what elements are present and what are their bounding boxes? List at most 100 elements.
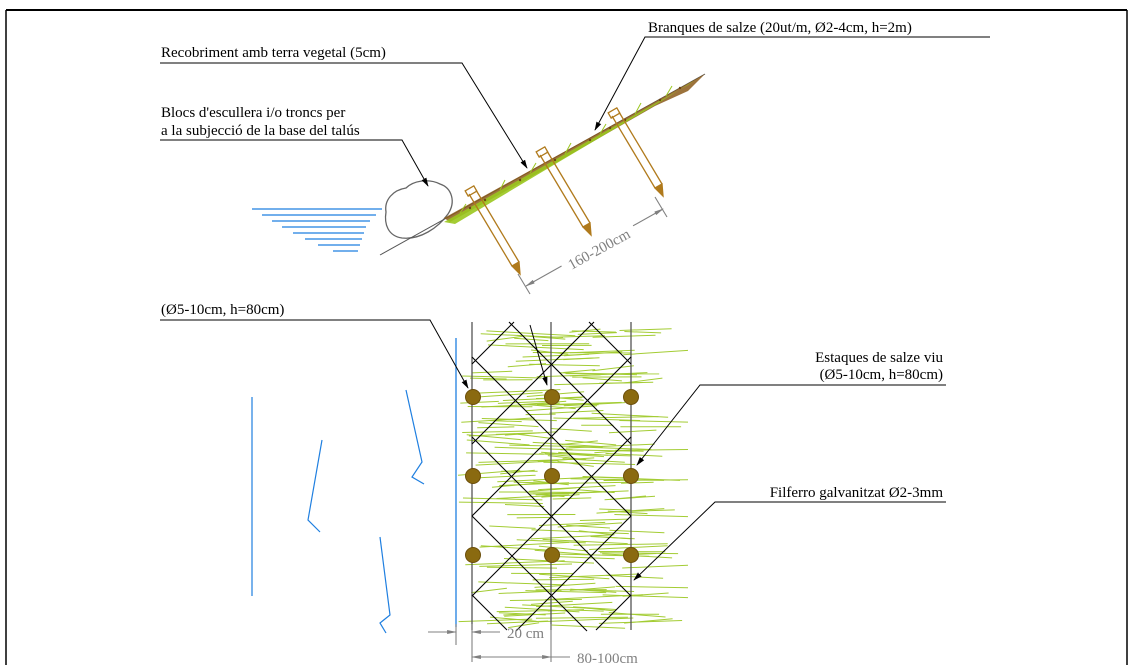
willow-branch-stroke bbox=[494, 446, 573, 451]
willow-branch-stroke bbox=[623, 377, 663, 384]
plan-stake bbox=[623, 547, 639, 563]
label-riprap-line2: a la subjecció de la base del talús bbox=[161, 123, 360, 139]
willow-branch-stroke bbox=[573, 606, 617, 610]
label-willow-branches: Branques de salze (20ut/m, Ø2-4cm, h=2m) bbox=[648, 20, 912, 36]
willow-branch-stroke bbox=[525, 405, 598, 412]
willow-branch-stroke bbox=[579, 518, 629, 521]
willow-branch-stroke bbox=[622, 564, 689, 569]
willow-branch-stroke bbox=[462, 375, 542, 379]
willow-branch-stroke bbox=[536, 374, 601, 378]
willow-branch-stroke bbox=[604, 495, 656, 501]
willow-branch-stroke bbox=[624, 331, 662, 334]
willow-branch-stroke bbox=[619, 420, 689, 423]
willow-branch-stroke bbox=[563, 402, 626, 407]
willow-branch-stroke bbox=[460, 400, 499, 404]
willow-branch-stroke bbox=[500, 469, 535, 475]
drawing-frame bbox=[5, 9, 1128, 665]
willow-branch-stroke bbox=[489, 616, 537, 622]
willow-branch-stroke bbox=[475, 460, 559, 466]
willow-branch-stroke bbox=[565, 439, 617, 446]
willow-branch-stroke bbox=[514, 337, 549, 342]
willow-branch-stroke bbox=[529, 363, 600, 367]
willow-branch-stroke bbox=[504, 612, 566, 617]
willow-branch-stroke bbox=[504, 504, 545, 507]
willow-branch-stroke bbox=[496, 610, 552, 613]
willow-branch-layer bbox=[444, 80, 695, 224]
willow-branch-stroke bbox=[619, 328, 672, 331]
willow-branch-stroke bbox=[560, 449, 644, 452]
topsoil-callout: Recobriment amb terra vegetal (5cm) bbox=[160, 45, 528, 169]
willow-branch-stroke bbox=[591, 412, 669, 418]
willow-branch-stroke bbox=[480, 545, 553, 551]
willow-branch-stroke bbox=[535, 616, 628, 619]
willow-branch-stroke bbox=[478, 422, 539, 428]
willow-branch-stroke bbox=[582, 377, 622, 382]
willow-branch-stroke bbox=[537, 457, 595, 462]
willow-branch-stroke bbox=[561, 440, 598, 445]
willow-branch-stroke bbox=[615, 585, 689, 589]
willow-branch-stroke bbox=[531, 529, 629, 535]
willow-branch-stroke bbox=[525, 590, 607, 594]
willow-branch-stroke bbox=[608, 429, 657, 434]
willow-branch-stroke bbox=[602, 594, 689, 599]
willow-branch-stroke bbox=[471, 370, 513, 374]
willow-branch-stroke bbox=[552, 497, 592, 500]
willow-branch-stroke bbox=[572, 416, 659, 419]
willow-branch-stroke bbox=[614, 514, 689, 518]
willow-branch-stroke bbox=[515, 357, 594, 362]
willow-branch-stroke bbox=[495, 432, 540, 435]
willow-branch-stroke bbox=[517, 433, 554, 440]
willow-branch-stroke bbox=[466, 439, 530, 446]
willow-branch-stroke bbox=[497, 400, 554, 404]
willow-branch-stroke bbox=[563, 369, 596, 373]
plan-stake bbox=[465, 468, 481, 484]
willow-branch-stroke bbox=[623, 349, 689, 356]
willow-branch-stroke bbox=[557, 461, 594, 467]
willow-branch-stroke bbox=[458, 501, 543, 504]
willow-branch-stroke bbox=[567, 609, 604, 612]
riprap-block bbox=[384, 180, 453, 239]
willow-branch-stroke bbox=[582, 607, 616, 612]
label-live-stakes-line1: Estaques de salze viu bbox=[815, 350, 943, 366]
willow-branch-stroke bbox=[599, 552, 679, 555]
section-stake bbox=[535, 146, 592, 237]
galvanized-wire-callout: Filferro galvanitzat Ø2-3mm bbox=[633, 485, 946, 581]
willow-branch-stroke bbox=[466, 434, 521, 441]
willow-branch-stroke bbox=[539, 453, 570, 457]
label-live-stakes-line2: (Ø5-10cm, h=80cm) bbox=[820, 367, 943, 383]
willow-branch-stroke bbox=[486, 330, 576, 337]
willow-branch-stroke bbox=[522, 353, 590, 358]
plan-stake bbox=[465, 547, 481, 563]
willow-branch-stroke bbox=[573, 543, 668, 546]
willow-branch-stroke bbox=[621, 481, 654, 484]
willow-branch-stroke bbox=[605, 452, 663, 457]
willow-branch-stroke bbox=[530, 600, 573, 605]
willow-branches-callout: Branques de salze (20ut/m, Ø2-4cm, h=2m) bbox=[594, 20, 990, 131]
willow-branch-stroke bbox=[462, 430, 533, 433]
willow-branch-stroke bbox=[599, 508, 632, 511]
plan-stake bbox=[544, 547, 560, 563]
willow-branch-stroke bbox=[550, 624, 626, 629]
willow-branch-stroke bbox=[486, 566, 558, 569]
section-stake bbox=[607, 107, 664, 198]
plan-stakes bbox=[465, 389, 639, 563]
willow-branch-stroke bbox=[462, 497, 543, 501]
willow-branch-stroke bbox=[481, 418, 557, 422]
willow-branch-stroke bbox=[532, 578, 595, 581]
willow-branch-stroke bbox=[569, 586, 616, 591]
willow-branch-stroke bbox=[469, 377, 507, 380]
willow-branch-stroke bbox=[486, 620, 549, 625]
willow-branch-stroke bbox=[577, 489, 615, 494]
live-stakes-callout: Estaques de salze viu (Ø5-10cm, h=80cm) bbox=[636, 350, 946, 466]
willow-branch-stroke bbox=[528, 487, 577, 492]
willow-branch-stroke bbox=[477, 426, 515, 429]
willow-branch-stroke bbox=[542, 538, 628, 545]
water-surface-lines bbox=[252, 208, 382, 252]
willow-branch-stroke bbox=[554, 382, 644, 386]
plan-stake bbox=[623, 468, 639, 484]
willow-branch-stroke bbox=[474, 389, 561, 394]
riprap-callout: Blocs d'escullera i/o troncs per a la su… bbox=[160, 105, 429, 187]
label-riprap-line1: Blocs d'escullera i/o troncs per bbox=[161, 105, 345, 121]
willow-branch-stroke bbox=[539, 617, 634, 623]
